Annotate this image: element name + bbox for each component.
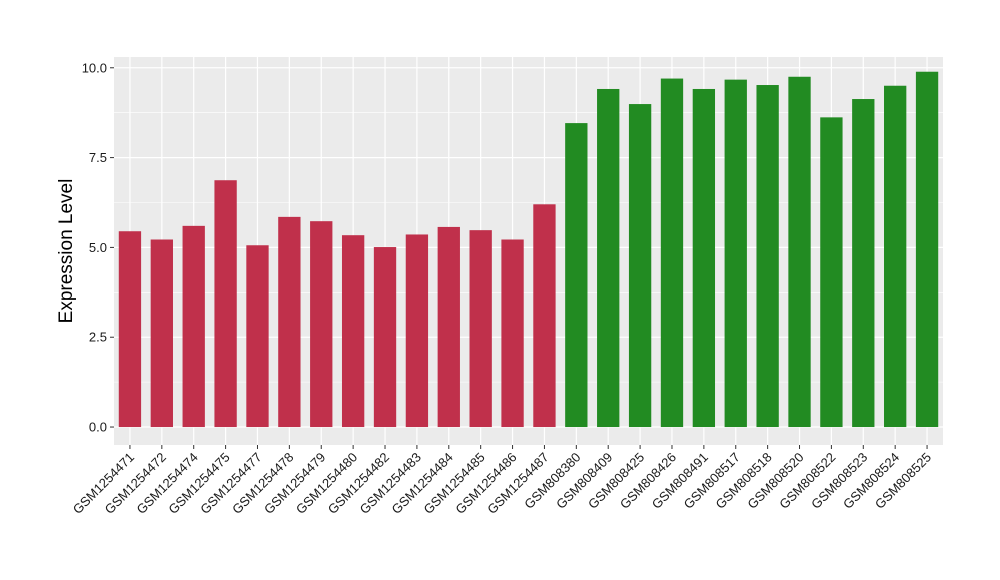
bar-GSM808425 <box>628 104 652 428</box>
bar-GSM1254472 <box>150 239 173 428</box>
bar-GSM808525 <box>915 71 939 428</box>
y-axis-ticks: 0.0 2.5 5.0 7.5 10.0 <box>82 60 114 435</box>
bar-GSM1254482 <box>373 247 397 428</box>
bar-GSM808522 <box>820 117 843 428</box>
bar-GSM808491 <box>692 88 716 428</box>
bar-GSM808409 <box>597 88 620 428</box>
y-axis-title: Expression Level <box>56 179 77 324</box>
bar-GSM1254471 <box>118 231 142 428</box>
bar-GSM1254480 <box>341 235 365 428</box>
bar-GSM1254477 <box>246 245 269 428</box>
x-axis-ticks: GSM1254471GSM1254472GSM1254474GSM1254475… <box>70 445 934 517</box>
y-tick-label: 5.0 <box>89 240 107 255</box>
bars <box>118 71 939 428</box>
bar-GSM1254479 <box>310 221 333 428</box>
bar-GSM1254475 <box>214 180 237 428</box>
bar-GSM1254483 <box>405 234 429 428</box>
y-tick-label: 0.0 <box>89 420 107 435</box>
bar-GSM1254478 <box>278 216 301 428</box>
bar-GSM808523 <box>852 99 875 428</box>
bar-GSM1254486 <box>501 239 524 428</box>
bar-GSM1254485 <box>469 230 492 428</box>
y-tick-label: 7.5 <box>89 150 107 165</box>
bar-GSM808520 <box>788 76 811 428</box>
plot-panel <box>114 57 943 445</box>
bar-GSM808524 <box>884 85 907 428</box>
bar-GSM808380 <box>565 123 588 428</box>
bar-GSM1254484 <box>437 226 460 428</box>
bar-GSM808518 <box>756 85 779 428</box>
y-tick-label: 10.0 <box>82 60 107 75</box>
bar-GSM1254487 <box>533 204 556 428</box>
bar-GSM808517 <box>724 79 747 428</box>
y-tick-label: 2.5 <box>89 330 107 345</box>
bar-GSM808426 <box>660 78 684 428</box>
bar-GSM1254474 <box>182 225 205 428</box>
